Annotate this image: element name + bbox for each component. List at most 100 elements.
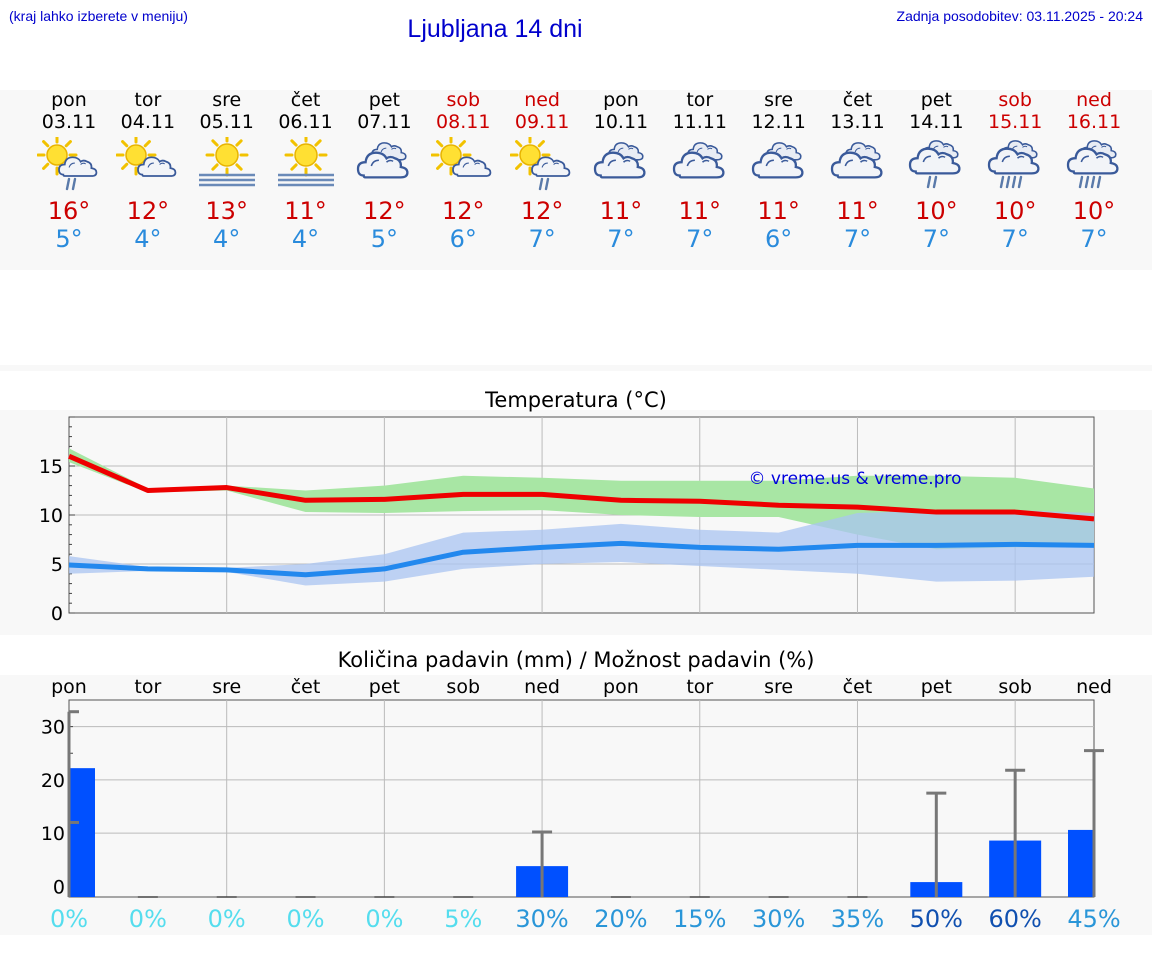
forecast-date: 08.11	[436, 111, 491, 133]
forecast-min-temp: 7°	[922, 225, 950, 253]
precipitation-day-label: sre	[212, 676, 241, 698]
temperature-chart-title: Temperatura (°C)	[485, 388, 667, 412]
forecast-strip	[0, 90, 1152, 270]
min-temp-line	[68, 540, 1095, 578]
precipitation-probability: 20%	[594, 905, 647, 933]
forecast-max-temp: 10°	[915, 197, 958, 225]
precipitation-probability: 45%	[1067, 905, 1120, 933]
forecast-day: pet 14.11 10° 7°	[896, 89, 976, 253]
precipitation-day-label: ned	[1076, 676, 1112, 698]
precipitation-probability: 0%	[208, 905, 246, 933]
watermark: © vreme.us & vreme.pro	[748, 469, 961, 489]
precipitation-probability: 60%	[988, 905, 1041, 933]
forecast-max-temp: 11°	[284, 197, 327, 225]
precipitation-bar	[69, 768, 95, 897]
forecast-max-temp: 10°	[1072, 197, 1116, 225]
precipitation-day-label: čet	[291, 676, 321, 698]
precipitation-probability: 0%	[129, 905, 167, 933]
forecast-max-temp: 11°	[678, 197, 722, 225]
sun-fog-icon	[198, 137, 255, 187]
precipitation-day-label: pon	[51, 676, 87, 698]
precipitation-day-label: sre	[764, 676, 793, 698]
forecast-min-temp: 5°	[370, 225, 399, 253]
forecast-day: tor 11.11 11° 7°	[660, 89, 740, 253]
forecast-min-temp: 7°	[1080, 225, 1108, 253]
forecast-max-temp: 13°	[205, 197, 248, 225]
forecast-day-name: pet	[368, 89, 400, 111]
forecast-date: 09.11	[514, 111, 570, 133]
temperature-y-tick: 5	[51, 554, 63, 576]
forecast-day: tor 04.11 12° 4°	[108, 89, 188, 253]
forecast-day: pet 07.11 12° 5°	[344, 89, 424, 253]
precipitation-probability: 35%	[831, 905, 884, 933]
precipitation-day-label: pet	[369, 676, 400, 698]
forecast-min-temp: 7°	[843, 225, 872, 253]
forecast-day: sob 15.11 10° 7°	[975, 89, 1055, 253]
forecast-max-temp: 11°	[836, 197, 879, 225]
forecast-max-temp: 12°	[363, 197, 406, 225]
cloud-heavy-rain-icon	[988, 140, 1040, 189]
forecast-day: ned 09.11 12° 7°	[502, 89, 582, 253]
forecast-max-temp: 11°	[757, 197, 800, 225]
forecast-min-temp: 7°	[607, 225, 635, 253]
precipitation-probability: 0%	[365, 905, 403, 933]
forecast-max-temp: 12°	[126, 197, 170, 225]
precipitation-probability: 5%	[444, 905, 482, 933]
forecast-date: 13.11	[830, 111, 885, 133]
precipitation-chart-title: Količina padavin (mm) / Možnost padavin …	[337, 648, 815, 672]
precipitation-probability: 0%	[286, 905, 324, 933]
forecast-max-temp: 11°	[599, 197, 643, 225]
precipitation-plot-area	[68, 699, 1095, 898]
sun-cloud-icon	[115, 137, 177, 177]
forecast-day-name: tor	[134, 89, 162, 111]
forecast-min-temp: 5°	[55, 225, 83, 253]
cloudy-icon	[672, 142, 725, 179]
forecast-min-temp: 7°	[1001, 225, 1029, 253]
forecast-max-temp: 10°	[993, 197, 1037, 225]
forecast-day: čet 06.11 11° 4°	[266, 89, 346, 253]
forecast-max-temp: 12°	[520, 197, 564, 225]
forecast-day: ned 16.11 10° 7°	[1054, 89, 1134, 253]
forecast-min-temp: 4°	[291, 225, 320, 253]
forecast-min-temp: 4°	[213, 225, 241, 253]
forecast-date: 05.11	[199, 111, 254, 133]
forecast-max-temp: 16°	[47, 197, 91, 225]
forecast-day-name: sre	[764, 89, 794, 111]
precipitation-y-tick: 10	[41, 823, 65, 845]
forecast-min-temp: 6°	[765, 225, 793, 253]
precipitation-y-tick: 20	[41, 770, 65, 792]
cloud-heavy-rain-icon	[1066, 140, 1119, 189]
precipitation-day-label: pet	[921, 676, 952, 698]
temperature-y-tick: 10	[39, 505, 63, 527]
forecast-day: sre 12.11 11° 6°	[739, 89, 819, 253]
forecast-min-temp: 7°	[528, 225, 556, 253]
forecast-date: 03.11	[41, 111, 97, 133]
forecast-day: pon 03.11 16° 5°	[29, 89, 109, 253]
precipitation-y-tick: 0	[53, 876, 65, 898]
cloudy-icon	[830, 142, 883, 179]
precipitation-probability: 30%	[752, 905, 805, 933]
forecast-date: 10.11	[593, 111, 649, 133]
forecast-date: 04.11	[120, 111, 176, 133]
cloud-rain-icon	[909, 140, 961, 189]
forecast-day-name: pet	[920, 89, 952, 111]
forecast-day-name: sre	[212, 89, 242, 111]
precipitation-day-label: tor	[686, 676, 713, 698]
temperature-y-tick: 0	[51, 603, 63, 625]
precipitation-probability: 0%	[50, 905, 88, 933]
forecast-date: 15.11	[987, 111, 1043, 133]
precipitation-day-label: pon	[603, 676, 639, 698]
precipitation-day-label: sob	[998, 676, 1032, 698]
forecast-max-temp: 12°	[441, 197, 485, 225]
precipitation-day-label: ned	[524, 676, 560, 698]
sun-cloud-rain-icon	[510, 137, 571, 191]
forecast-day: sob 08.11 12° 6°	[423, 89, 503, 253]
precipitation-y-tick: 30	[41, 717, 65, 739]
forecast-day: čet 13.11 11° 7°	[818, 89, 898, 253]
forecast-day-name: čet	[842, 89, 873, 111]
last-update: Zadnja posodobitev: 03.11.2025 - 20:24	[896, 8, 1143, 24]
location-hint: (kraj lahko izberete v meniju)	[9, 8, 188, 24]
separator	[0, 365, 1152, 371]
